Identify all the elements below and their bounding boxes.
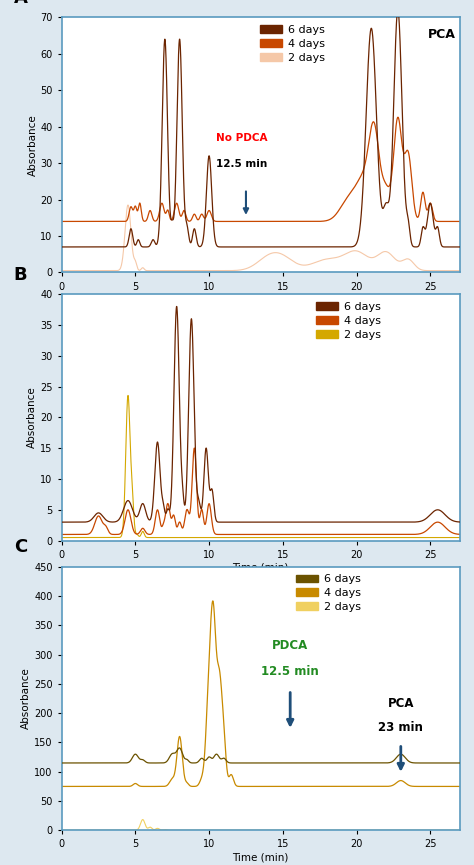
Text: 23 min: 23 min [378,721,423,734]
Text: A: A [14,0,27,7]
Legend: 6 days, 4 days, 2 days: 6 days, 4 days, 2 days [314,299,383,342]
Text: 12.5 min: 12.5 min [261,665,319,678]
Text: No PDCA: No PDCA [216,133,267,144]
Y-axis label: Absorbance: Absorbance [21,668,31,729]
X-axis label: Time (min): Time (min) [233,562,289,573]
Legend: 6 days, 4 days, 2 days: 6 days, 4 days, 2 days [258,22,327,65]
Legend: 6 days, 4 days, 2 days: 6 days, 4 days, 2 days [294,572,363,614]
X-axis label: Time (min): Time (min) [233,294,289,304]
Y-axis label: Absorbance: Absorbance [27,387,37,448]
Text: 12.5 min: 12.5 min [216,159,267,169]
Text: C: C [14,538,27,556]
Text: B: B [14,266,27,285]
Y-axis label: Absorbance: Absorbance [27,114,37,176]
Text: PDCA: PDCA [272,638,308,651]
Text: PCA: PCA [428,29,456,42]
Text: PCA: PCA [388,697,414,710]
X-axis label: Time (min): Time (min) [233,852,289,862]
